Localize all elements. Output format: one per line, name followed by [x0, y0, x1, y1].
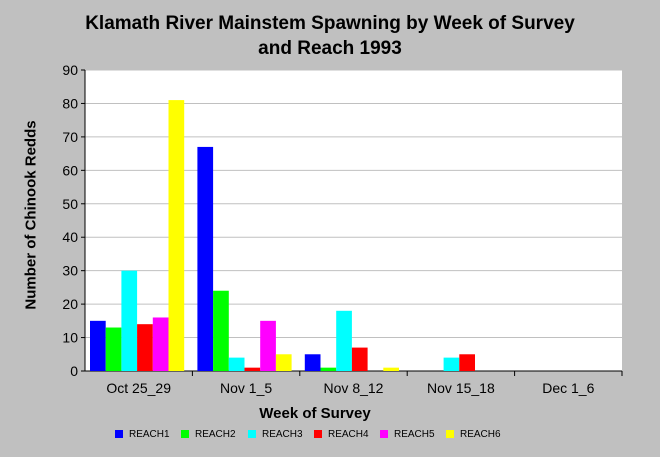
x-tick-label: Oct 25_29	[106, 380, 171, 396]
bar-reach4-4	[459, 354, 475, 371]
x-tick-label: Nov 8_12	[324, 380, 384, 396]
bar-reach4-2	[244, 367, 261, 371]
y-tick-label: 50	[62, 196, 78, 212]
bar-reach5-1	[152, 317, 169, 371]
bar-reach6-2	[275, 354, 292, 371]
bar-reach5-2	[260, 320, 276, 371]
x-axis-label: Week of Survey	[259, 405, 371, 422]
x-tick-label: Nov 15_18	[427, 380, 495, 396]
chart-title: Klamath River Mainstem Spawning by Week …	[85, 13, 575, 34]
y-tick-label: 30	[62, 263, 78, 279]
x-tick-label: Nov 1_5	[220, 380, 272, 396]
legend-swatch	[115, 430, 123, 438]
x-tick-label: Dec 1_6	[542, 380, 594, 396]
y-tick-label: 0	[70, 363, 78, 379]
bar-reach1-2	[197, 146, 214, 371]
y-tick-label: 90	[62, 62, 78, 78]
legend-swatch	[314, 430, 322, 438]
legend-swatch	[248, 430, 256, 438]
bar-reach6-3	[383, 367, 399, 371]
y-tick-label: 20	[62, 296, 78, 312]
legend-label: REACH6	[460, 429, 501, 440]
legend-label: REACH3	[262, 429, 303, 440]
bar-reach1-1	[90, 320, 106, 371]
y-tick-label: 60	[62, 162, 78, 178]
legend-label: REACH4	[328, 429, 369, 440]
y-tick-label: 40	[62, 229, 78, 245]
bar-reach3-4	[443, 357, 460, 371]
legend-label: REACH1	[129, 429, 170, 440]
bar-reach2-3	[320, 367, 337, 371]
legend-swatch	[446, 430, 454, 438]
legend-label: REACH5	[394, 429, 435, 440]
bar-reach3-2	[228, 357, 245, 371]
bar-reach4-3	[351, 347, 368, 371]
legend-swatch	[181, 430, 189, 438]
chart-subtitle: and Reach 1993	[258, 38, 402, 59]
y-tick-label: 10	[62, 330, 78, 346]
bar-reach2-2	[213, 290, 229, 371]
legend-swatch	[380, 430, 388, 438]
bar-reach3-3	[336, 310, 352, 371]
bar-reach1-3	[304, 354, 321, 371]
bar-reach4-1	[137, 324, 153, 371]
bar-reach6-1	[168, 100, 185, 371]
bar-reach3-1	[121, 270, 138, 371]
legend-label: REACH2	[195, 429, 236, 440]
y-tick-label: 70	[62, 129, 78, 145]
y-tick-label: 80	[62, 95, 78, 111]
bar-reach2-1	[105, 327, 122, 371]
